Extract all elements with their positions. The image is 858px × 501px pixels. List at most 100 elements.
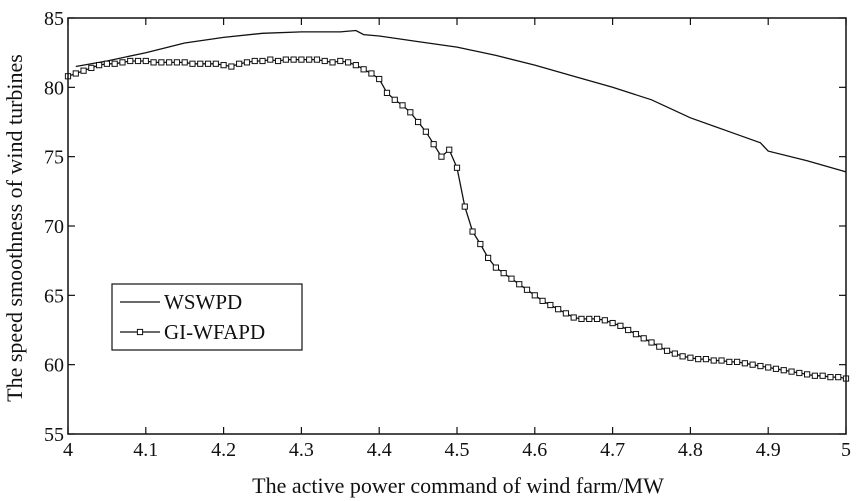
x-tick-label: 4.8 — [678, 439, 703, 461]
data-point — [352, 62, 359, 69]
y-tick-label: 70 — [44, 216, 64, 238]
x-tick-label: 4.3 — [289, 439, 314, 461]
data-point — [687, 354, 694, 361]
data-point — [166, 59, 173, 66]
data-point — [819, 372, 826, 379]
data-point — [212, 60, 219, 67]
data-point — [383, 89, 391, 96]
data-point — [609, 319, 616, 327]
data-point — [368, 70, 375, 77]
data-point — [718, 357, 725, 364]
y-axis-title: The speed smoothness of wind turbines — [2, 54, 27, 402]
data-point — [835, 374, 842, 381]
data-point — [757, 362, 764, 370]
data-point — [555, 306, 562, 313]
data-point — [290, 56, 297, 63]
data-point — [274, 57, 282, 65]
data-point — [695, 356, 702, 363]
data-point — [204, 60, 212, 67]
data-point — [671, 350, 678, 357]
data-point — [337, 57, 344, 65]
data-point — [648, 339, 655, 346]
data-point — [469, 228, 476, 235]
data-point — [313, 56, 321, 63]
data-point — [415, 118, 422, 126]
legend: WSWPD GI-WFAPD — [111, 283, 303, 351]
data-point — [142, 57, 149, 65]
data-point — [492, 264, 499, 271]
data-point — [430, 141, 437, 148]
data-point — [726, 358, 733, 365]
data-point — [586, 315, 593, 323]
data-point — [570, 314, 577, 321]
legend-marker — [136, 328, 144, 336]
x-axis-title: The active power command of wind farm/MW — [252, 473, 664, 498]
data-point — [243, 59, 251, 66]
data-point — [236, 60, 243, 67]
data-point — [407, 109, 414, 116]
data-point — [298, 56, 305, 63]
data-point — [531, 292, 538, 299]
legend-box — [111, 283, 303, 351]
data-point — [733, 358, 741, 365]
data-point — [360, 66, 367, 73]
data-point — [827, 374, 834, 381]
y-tick-label: 55 — [44, 424, 64, 446]
data-point — [376, 75, 383, 83]
data-point — [80, 67, 87, 74]
data-point — [656, 343, 663, 350]
data-point — [282, 56, 289, 63]
y-tick-label: 75 — [44, 147, 64, 169]
data-point — [547, 301, 554, 309]
x-tick-label: 4.2 — [211, 439, 236, 461]
data-point — [741, 360, 748, 367]
data-point — [516, 281, 523, 288]
data-point — [617, 322, 624, 329]
x-tick-label: 4 — [63, 439, 73, 461]
data-point — [220, 62, 227, 69]
data-point — [173, 59, 181, 66]
plot-area — [64, 29, 850, 382]
data-point — [446, 146, 453, 153]
x-tick-label: 4.5 — [445, 439, 470, 461]
x-tick-label: 4.4 — [367, 439, 392, 461]
data-point — [625, 326, 632, 334]
data-point — [632, 331, 640, 338]
data-point — [477, 240, 484, 248]
data-point — [710, 357, 717, 364]
data-point — [765, 364, 772, 371]
data-point — [189, 60, 196, 67]
data-point — [796, 369, 803, 377]
data-point — [640, 335, 647, 342]
data-point — [601, 317, 608, 324]
data-point — [453, 164, 461, 171]
data-point — [749, 361, 756, 368]
data-point — [228, 63, 235, 70]
y-tick-label: 65 — [44, 285, 64, 307]
data-point — [158, 59, 165, 66]
data-point — [119, 59, 126, 66]
data-point — [804, 371, 811, 378]
data-point — [578, 315, 585, 323]
data-point — [72, 70, 79, 77]
data-point — [593, 315, 601, 323]
data-point — [267, 56, 274, 63]
data-point — [399, 102, 406, 109]
x-tick-label: 4.7 — [600, 439, 625, 461]
data-point — [508, 275, 515, 282]
plot-frame — [67, 17, 847, 435]
data-point — [702, 356, 710, 363]
x-tick-label: 5 — [841, 439, 851, 461]
data-point — [127, 57, 134, 65]
y-tick-label: 60 — [44, 355, 64, 377]
data-point — [663, 347, 671, 354]
data-point — [181, 59, 188, 66]
axes: 4 4.1 4.2 4.3 4.4 4.5 4.6 4.7 4.8 4.9 555606570758… — [44, 8, 851, 461]
legend-label: GI-WFAPD — [164, 320, 265, 344]
x-tick-label: 4.6 — [522, 439, 547, 461]
data-point — [788, 368, 795, 375]
data-point — [197, 60, 204, 67]
x-tick-label: 4.9 — [756, 439, 781, 461]
data-point — [259, 57, 266, 65]
